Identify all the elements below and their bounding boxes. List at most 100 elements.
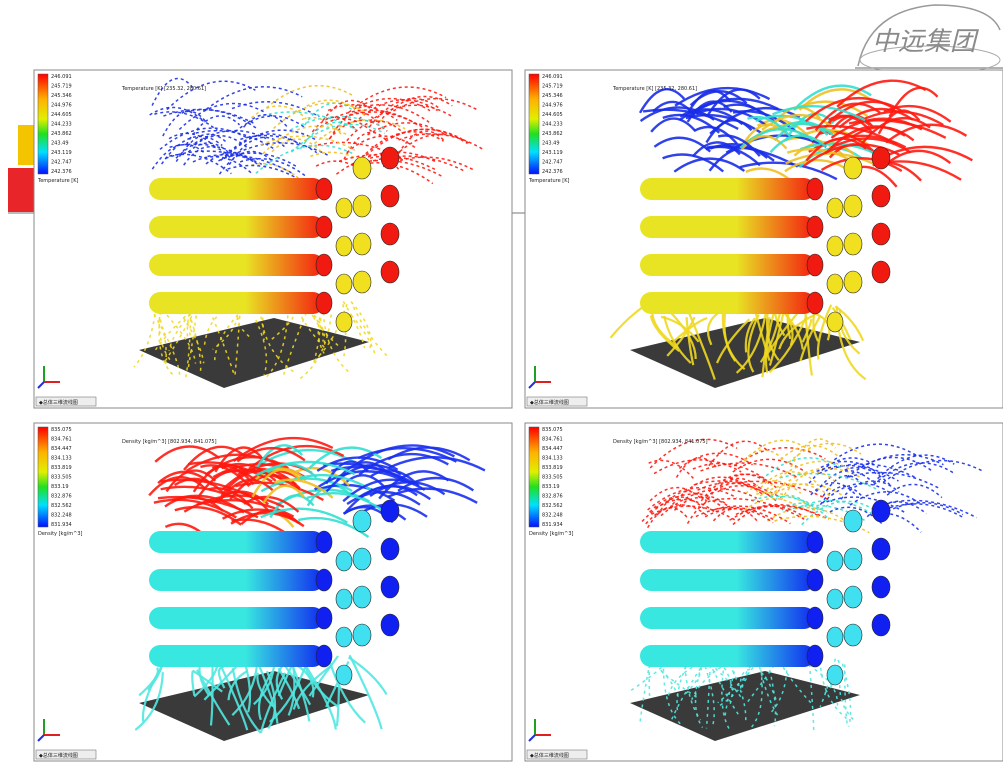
legend-value: 835.075 (542, 427, 563, 433)
tube (640, 254, 815, 276)
tube-cap (872, 614, 890, 636)
tube-cap (827, 274, 843, 294)
tube-cap (844, 624, 862, 646)
tube-cap (353, 233, 371, 255)
legend-value: 246.091 (51, 74, 72, 80)
legend-value: 834.761 (542, 437, 563, 443)
legend-value: 243.862 (542, 131, 563, 137)
tube (149, 531, 324, 553)
tube-cap (872, 147, 890, 169)
tube-cap (872, 223, 890, 245)
tube-cap (381, 261, 399, 283)
tube-cap (827, 665, 843, 685)
legend-value: 243.49 (542, 141, 560, 147)
tube (640, 607, 815, 629)
tube-cap (316, 178, 332, 200)
tube-cap (381, 576, 399, 598)
tube-cap (381, 223, 399, 245)
tube (640, 178, 815, 200)
tube-cap (381, 538, 399, 560)
legend-value: 832.876 (51, 494, 72, 500)
legend-value: 833.19 (51, 484, 69, 490)
colorbar (529, 427, 539, 527)
tube-cap (381, 500, 399, 522)
legend-value: 834.447 (51, 446, 72, 452)
tube-cap (872, 576, 890, 598)
tube (149, 216, 324, 238)
tube-cap (381, 614, 399, 636)
tube-cap (844, 233, 862, 255)
tube (149, 178, 324, 200)
legend-value: 244.605 (542, 112, 563, 118)
tube-cap (336, 312, 352, 332)
legend-value: 832.876 (542, 494, 563, 500)
legend-value: 835.075 (51, 427, 72, 433)
tube-cap (872, 500, 890, 522)
colorbar (529, 74, 539, 174)
tube-cap (827, 198, 843, 218)
tube-cap (827, 551, 843, 571)
legend-value: 243.119 (51, 150, 72, 156)
tube-cap (844, 157, 862, 179)
tube-cap (807, 531, 823, 553)
tube-cap (827, 312, 843, 332)
legend-value: 834.447 (542, 446, 563, 452)
panel: 246.091245.719245.346244.976244.605244.2… (34, 70, 512, 408)
tube (149, 569, 324, 591)
tube-cap (807, 645, 823, 667)
view-tab-label: ◆总体三维流线图 (39, 752, 78, 759)
panel-header: Density [kg/m^3] [802.934, 841.075] (613, 439, 708, 445)
tube-cap (381, 147, 399, 169)
legend-value: 831.934 (51, 522, 72, 528)
tube-cap (844, 548, 862, 570)
panel: 246.091245.719245.346244.976244.605244.2… (525, 70, 1003, 408)
tube-cap (316, 607, 332, 629)
tube (149, 645, 324, 667)
tube-cap (336, 551, 352, 571)
tube-cap (316, 569, 332, 591)
tube (640, 531, 815, 553)
logo-text: 中远集团 (872, 27, 979, 57)
tube-cap (353, 195, 371, 217)
tube-cap (872, 261, 890, 283)
slide: 中远集团 246.091 245.719 245.346 244.976 244.605… (0, 0, 1003, 762)
tube-cap (827, 589, 843, 609)
tube-cap (336, 589, 352, 609)
legend-title: Density [kg/m^3] (38, 531, 83, 537)
colorbar (38, 427, 48, 527)
legend-value: 245.346 (51, 93, 72, 99)
view-tab-label: ◆总体三维流线图 (39, 399, 78, 406)
tube-cap (336, 236, 352, 256)
tube-cap (807, 254, 823, 276)
legend-title: Density [kg/m^3] (529, 531, 574, 537)
panel-header: Temperature [K] [235.32, 280.61] (121, 86, 206, 92)
tube-cap (353, 586, 371, 608)
tube (149, 292, 324, 314)
tube-cap (316, 216, 332, 238)
legend-value: 834.133 (51, 456, 72, 462)
legend-title: Temperature [K] (528, 178, 569, 184)
legend-value: 245.346 (542, 93, 563, 99)
panel-header: Density [kg/m^3] [802.934, 841.075] (122, 439, 217, 445)
legend-value: 244.976 (542, 103, 563, 109)
legend-value: 243.49 (51, 141, 69, 147)
legend-title: Temperature [K] (37, 178, 78, 184)
legend-value: 246.091 (542, 74, 563, 80)
tube-cap (872, 185, 890, 207)
tube-cap (807, 216, 823, 238)
colorbar (38, 74, 48, 174)
view-tab-label: ◆总体三维流线图 (530, 752, 569, 759)
tube-cap (844, 195, 862, 217)
tube-cap (381, 185, 399, 207)
legend-value: 831.934 (542, 522, 563, 528)
view-tab-label: ◆总体三维流线图 (530, 399, 569, 406)
legend-value: 245.719 (51, 84, 72, 90)
panels: 246.091245.719245.346244.976244.605244.2… (34, 70, 1003, 761)
legend-value: 244.605 (51, 112, 72, 118)
tube-cap (336, 665, 352, 685)
tube (149, 254, 324, 276)
legend-value: 242.747 (51, 160, 72, 166)
legend-value: 243.119 (542, 150, 563, 156)
tube-cap (872, 538, 890, 560)
tube-cap (827, 627, 843, 647)
